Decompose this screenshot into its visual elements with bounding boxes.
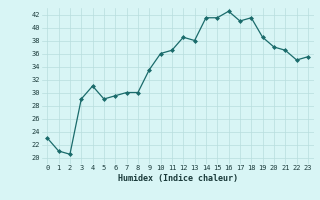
X-axis label: Humidex (Indice chaleur): Humidex (Indice chaleur) [118,174,237,183]
